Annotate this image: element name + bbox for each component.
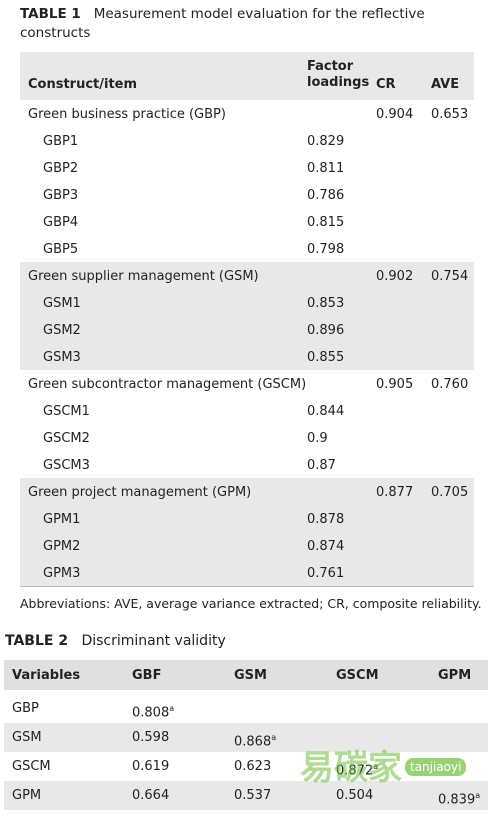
header: CR: [376, 77, 396, 92]
cr: 0.877: [376, 485, 414, 500]
item: GSM2: [43, 323, 81, 338]
item: GBP5: [43, 242, 79, 257]
cell-superscript: a: [271, 733, 277, 742]
cell-value: 0.664: [132, 788, 170, 803]
item: GPM3: [43, 566, 81, 581]
ave: 0.760: [431, 377, 469, 392]
loading: 0.855: [307, 350, 345, 365]
loading: 0.853: [307, 296, 345, 311]
item: GBP4: [43, 215, 79, 230]
item: GSM1: [43, 296, 81, 311]
cell: 0.537: [234, 788, 271, 804]
loading: 0.87: [307, 458, 336, 473]
cell: 0.839a: [438, 788, 480, 808]
table2-label: TABLE 2: [5, 633, 69, 649]
cell-value: 0.839: [438, 792, 476, 808]
rule: [20, 586, 474, 587]
loading: 0.829: [307, 134, 345, 149]
row-band: [4, 723, 488, 752]
loading: 0.896: [307, 323, 345, 338]
loading: 0.815: [307, 215, 345, 230]
item: GBP1: [43, 134, 79, 149]
item: GPM1: [43, 512, 81, 527]
group-band: [20, 478, 474, 586]
table1-footnote: Abbreviations: AVE, average variance ext…: [20, 596, 482, 611]
cell-value: 0.619: [132, 759, 170, 774]
row-band: [4, 781, 488, 810]
construct: Green supplier management (GSM): [28, 269, 259, 284]
header: GSCM: [336, 668, 379, 683]
cr: 0.904: [376, 107, 414, 122]
cell: 0.872a: [336, 759, 378, 779]
table2-title: TABLE 2 Discriminant validity: [5, 633, 226, 649]
table1-title: TABLE 1 Measurement model evaluation for…: [20, 5, 460, 43]
construct: Green subcontractor management (GSCM): [28, 377, 307, 392]
table1-header-band: [20, 52, 474, 100]
loading: 0.798: [307, 242, 345, 257]
construct: Green business practice (GBP): [28, 107, 226, 122]
loading: 0.811: [307, 161, 345, 176]
ave: 0.653: [431, 107, 469, 122]
cell-value: 0.808: [132, 705, 170, 721]
table1-label: TABLE 1: [20, 6, 81, 22]
table2-header-band: [4, 660, 488, 690]
variable: GBP: [12, 701, 39, 716]
cell: 0.619: [132, 759, 169, 775]
loading: 0.761: [307, 566, 345, 581]
variable: GPM: [12, 788, 42, 803]
table1-caption: Measurement model evaluation for the ref…: [20, 6, 425, 41]
cell: 0.664: [132, 788, 169, 804]
cell-value: 0.868: [234, 734, 272, 750]
item: GBP3: [43, 188, 79, 203]
cell-value: 0.504: [336, 788, 374, 803]
header: GSM: [234, 668, 267, 683]
cell-superscript: a: [373, 762, 379, 771]
cell: 0.623: [234, 759, 271, 775]
loading: 0.786: [307, 188, 345, 203]
header: Variables: [12, 668, 81, 683]
item: GSM3: [43, 350, 81, 365]
cell-value: 0.537: [234, 788, 272, 803]
loading: 0.9: [307, 431, 328, 446]
cell-superscript: a: [475, 791, 481, 800]
header: GBF: [132, 668, 162, 683]
watermark-brand: 易碳家: [300, 748, 402, 788]
loading: 0.844: [307, 404, 345, 419]
cr: 0.905: [376, 377, 414, 392]
item: GPM2: [43, 539, 81, 554]
cell: 0.598: [132, 730, 169, 746]
variable: GSM: [12, 730, 42, 745]
cell: 0.808a: [132, 701, 174, 721]
ave: 0.705: [431, 485, 469, 500]
ave: 0.754: [431, 269, 469, 284]
header: GPM: [438, 668, 472, 683]
header: Construct/item: [28, 77, 138, 92]
cr: 0.902: [376, 269, 414, 284]
header: Factor loadings: [307, 59, 370, 90]
loading: 0.874: [307, 539, 345, 554]
cell-value: 0.623: [234, 759, 272, 774]
variable: GSCM: [12, 759, 51, 774]
table2-caption: Discriminant validity: [81, 633, 226, 649]
construct: Green project management (GPM): [28, 485, 252, 500]
item: GBP2: [43, 161, 79, 176]
item: GSCM3: [43, 458, 90, 473]
item: GSCM1: [43, 404, 90, 419]
cell-value: 0.872: [336, 763, 374, 779]
loading: 0.878: [307, 512, 345, 527]
cell-value: 0.598: [132, 730, 170, 745]
cell-superscript: a: [169, 704, 175, 713]
cell: 0.868a: [234, 730, 276, 750]
item: GSCM2: [43, 431, 90, 446]
header: AVE: [431, 77, 460, 92]
group-band: [20, 262, 474, 370]
cell: 0.504: [336, 788, 373, 804]
watermark-site: tanjiaoyi: [405, 758, 467, 776]
